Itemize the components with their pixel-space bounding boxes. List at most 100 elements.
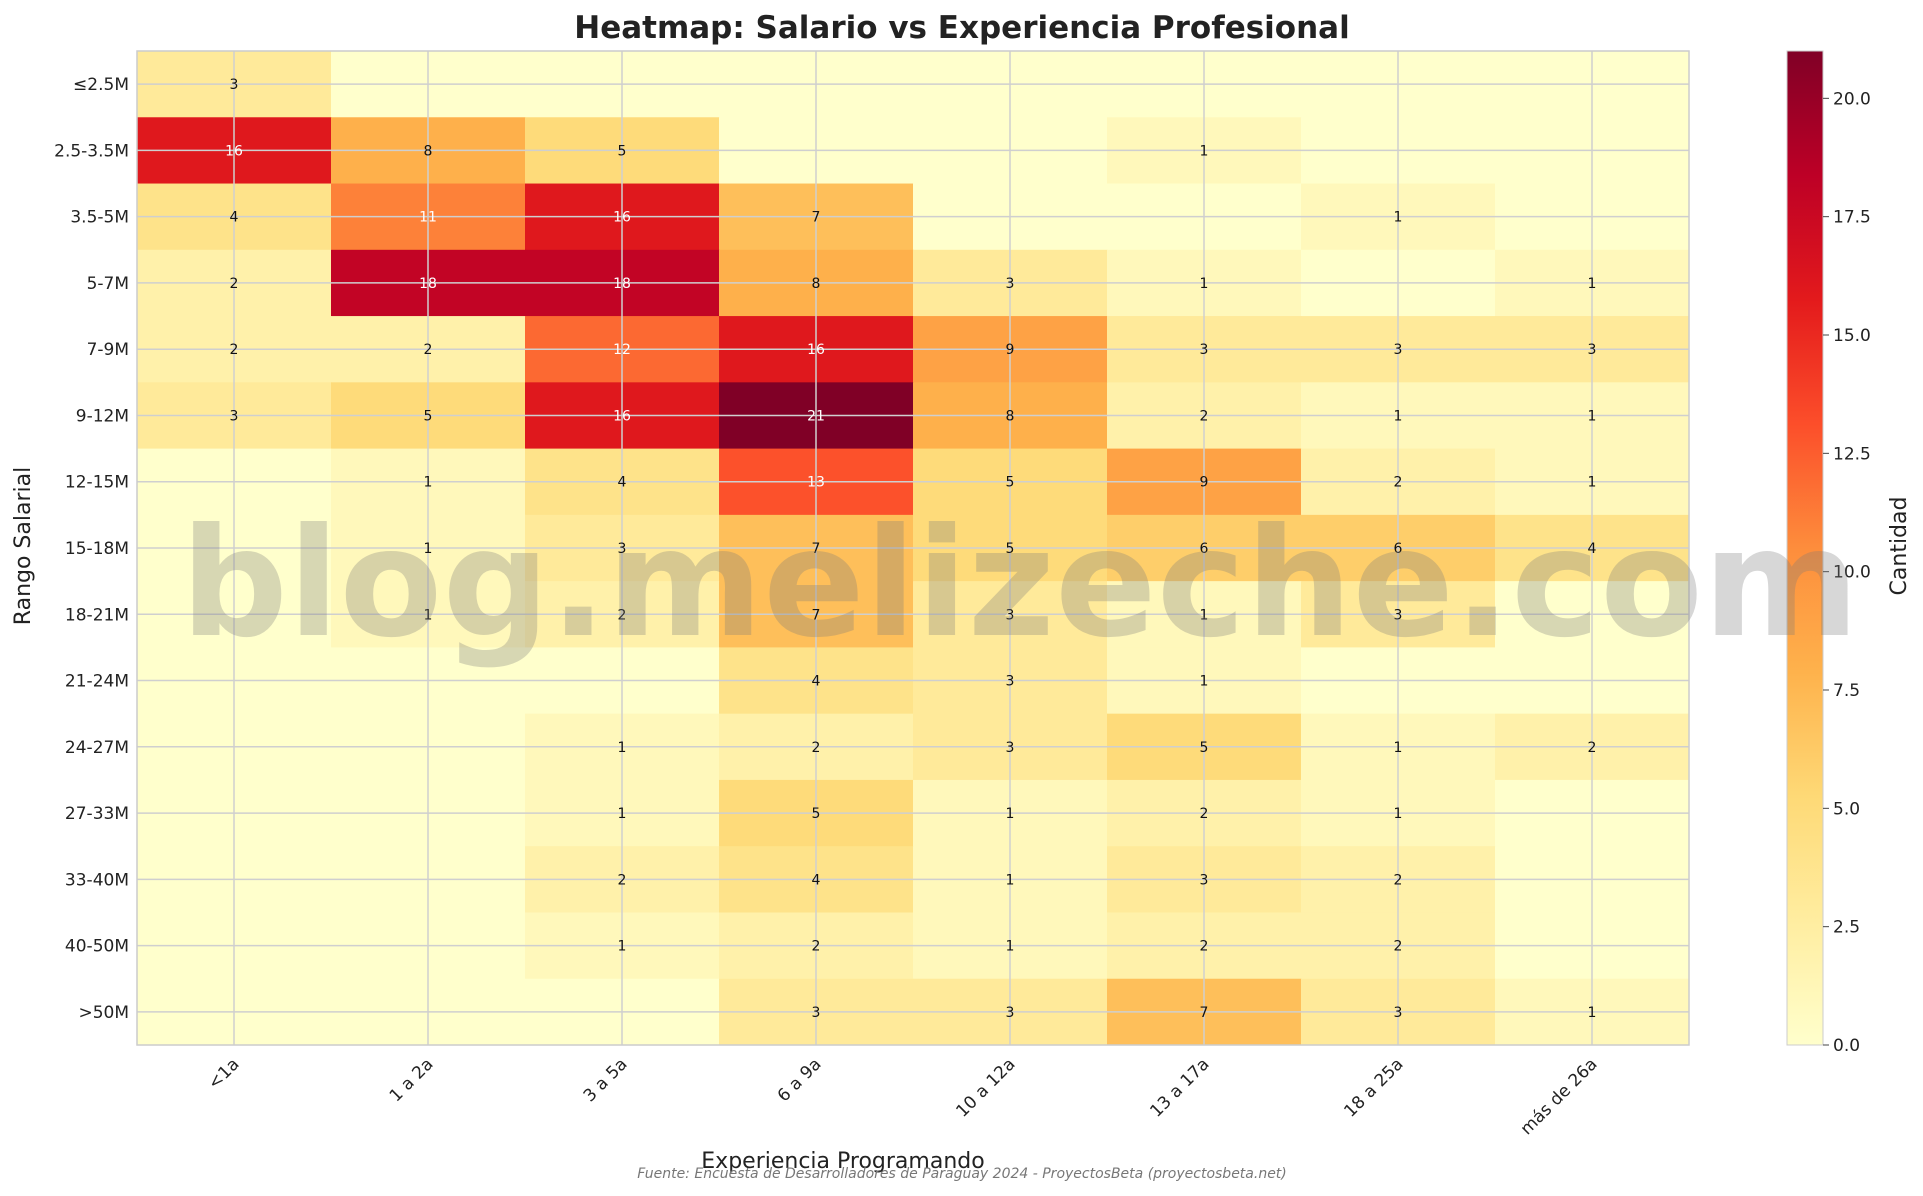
x-tick-label: 13 a 17a — [1146, 1054, 1213, 1121]
source-footer: Fuente: Encuesta de Desarrolladores de P… — [637, 1166, 1287, 1182]
cell-value-label: 4 — [618, 475, 627, 491]
colorbar-tick-label: 2.5 — [1833, 918, 1860, 938]
y-axis-label: Rango Salarial — [11, 467, 36, 625]
x-tick-label: 18 a 25a — [1340, 1054, 1407, 1121]
colorbar-ticks: 0.0 2.5 5.0 7.5 10.0 12.5 15.0 17.5 20.0 — [1823, 89, 1871, 1056]
y-tick-label: 15-18M — [65, 539, 129, 559]
y-tick-label: 9-12M — [76, 406, 129, 426]
cell-value-label: 3 — [812, 1005, 821, 1021]
cell-value-label: 5 — [1200, 740, 1209, 756]
cell-value-label: 1 — [1588, 408, 1597, 424]
cell-value-label: 1 — [424, 475, 433, 491]
cell-value-label: 5 — [1006, 541, 1015, 557]
cell-value-label: 16 — [225, 143, 243, 159]
grid-lines — [137, 51, 1689, 1045]
cell-value-label: 1 — [1200, 607, 1209, 623]
cell-value-label: 1 — [1006, 872, 1015, 888]
x-tick-labels: <1a 1 a 2a 3 a 5a 6 a 9a 10 a 12a 13 a 17a 18 … — [204, 1054, 1601, 1139]
y-tick-label: 27-33M — [65, 804, 129, 824]
x-tick-label: más de 26a — [1517, 1054, 1602, 1139]
y-tick-label: >50M — [78, 1003, 129, 1023]
colorbar-tick-label: 20.0 — [1833, 89, 1871, 109]
cell-value-label: 1 — [1588, 1005, 1597, 1021]
chart-title: Heatmap: Salario vs Experiencia Profesio… — [574, 10, 1349, 46]
cell-value-label: 2 — [1588, 740, 1597, 756]
cell-value-label: 2 — [618, 872, 627, 888]
cell-value-label: 3 — [1394, 607, 1403, 623]
x-tick-label: 10 a 12a — [952, 1054, 1019, 1121]
cell-value-label: 6 — [1394, 541, 1403, 557]
cell-value-label: 3 — [1006, 740, 1015, 756]
colorbar-tick-label: 15.0 — [1833, 326, 1871, 346]
cell-value-labels: 316 8 5 14 11 16 7 12 18 18 8 3 1 12 2 12 16 9 3 3 33 5 16 21 8 2… — [225, 77, 1596, 1021]
x-tick-label: 6 a 9a — [774, 1054, 826, 1106]
cell-value-label: 1 — [1006, 939, 1015, 955]
watermark-text: blog.melizeche.com — [181, 497, 1860, 671]
y-tick-label: 5-7M — [87, 274, 129, 294]
cell-value-label: 3 — [1006, 276, 1015, 292]
cell-value-label: 16 — [613, 210, 631, 226]
cell-value-label: 8 — [424, 143, 433, 159]
cell-value-label: 3 — [1006, 607, 1015, 623]
cell-value-label: 16 — [613, 408, 631, 424]
plot-frame — [136, 50, 1690, 1046]
cell-value-label: 1 — [1200, 143, 1209, 159]
cell-value-label: 1 — [1394, 210, 1403, 226]
cell-value-label: 5 — [1006, 475, 1015, 491]
y-tick-label: 12-15M — [65, 473, 129, 493]
cell-value-label: 1 — [1200, 276, 1209, 292]
cell-value-label: 12 — [613, 342, 631, 358]
cell-value-label: 3 — [1394, 1005, 1403, 1021]
cell-value-label: 1 — [1394, 806, 1403, 822]
cell-value-label: 7 — [812, 210, 821, 226]
y-tick-labels: ≤2.5M 2.5-3.5M 3.5-5M 5-7M 7-9M 9-12M 12-15M 15… — [54, 75, 129, 1023]
cell-value-label: 6 — [1200, 541, 1209, 557]
cell-value-label: 4 — [1588, 541, 1597, 557]
cell-value-label: 3 — [230, 408, 239, 424]
cell-value-label: 5 — [424, 408, 433, 424]
cell-value-label: 2 — [618, 607, 627, 623]
y-tick-label: 3.5-5M — [70, 208, 129, 228]
cell-value-label: 2 — [812, 939, 821, 955]
cell-value-label: 2 — [1394, 939, 1403, 955]
cell-value-label: 2 — [1394, 872, 1403, 888]
cell-value-label: 5 — [812, 806, 821, 822]
cell-value-label: 21 — [807, 408, 825, 424]
cell-value-label: 8 — [1006, 408, 1015, 424]
cell-value-label: 3 — [230, 77, 239, 93]
cell-value-label: 3 — [1200, 872, 1209, 888]
y-tick-label: 18-21M — [65, 605, 129, 625]
cell-value-label: 1 — [1200, 674, 1209, 690]
y-tick-label: 24-27M — [65, 738, 129, 758]
cell-value-label: 13 — [807, 475, 825, 491]
x-axis-label: Experiencia Programando — [701, 1149, 984, 1174]
y-tick-label: ≤2.5M — [73, 75, 129, 95]
cell-value-label: 1 — [1588, 475, 1597, 491]
y-tick-label: 40-50M — [65, 937, 129, 957]
cell-value-label: 2 — [230, 342, 239, 358]
cell-value-label: 9 — [1200, 475, 1209, 491]
cell-value-label: 2 — [1200, 939, 1209, 955]
cell-value-label: 8 — [812, 276, 821, 292]
cell-value-label: 16 — [807, 342, 825, 358]
x-tick-label: 1 a 2a — [386, 1054, 438, 1106]
cell-value-label: 2 — [1200, 408, 1209, 424]
y-tick-label: 7-9M — [87, 340, 129, 360]
cell-value-label: 18 — [419, 276, 437, 292]
cell-value-label: 2 — [424, 342, 433, 358]
colorbar-tick-label: 12.5 — [1833, 444, 1871, 464]
cell-value-label: 11 — [419, 210, 437, 226]
cell-value-label: 3 — [1006, 674, 1015, 690]
cell-value-label: 3 — [618, 541, 627, 557]
cell-value-label: 1 — [618, 740, 627, 756]
cell-value-label: 1 — [1394, 408, 1403, 424]
colorbar-tick-label: 0.0 — [1833, 1036, 1860, 1056]
x-tick-label: 3 a 5a — [580, 1054, 632, 1106]
colorbar-tick-label: 7.5 — [1833, 681, 1860, 701]
colorbar — [1786, 50, 1824, 1046]
colorbar-tick-label: 10.0 — [1833, 563, 1871, 583]
cell-value-label: 1 — [1588, 276, 1597, 292]
cell-value-label: 18 — [613, 276, 631, 292]
cell-value-label: 3 — [1200, 342, 1209, 358]
cell-value-label: 1 — [1394, 740, 1403, 756]
